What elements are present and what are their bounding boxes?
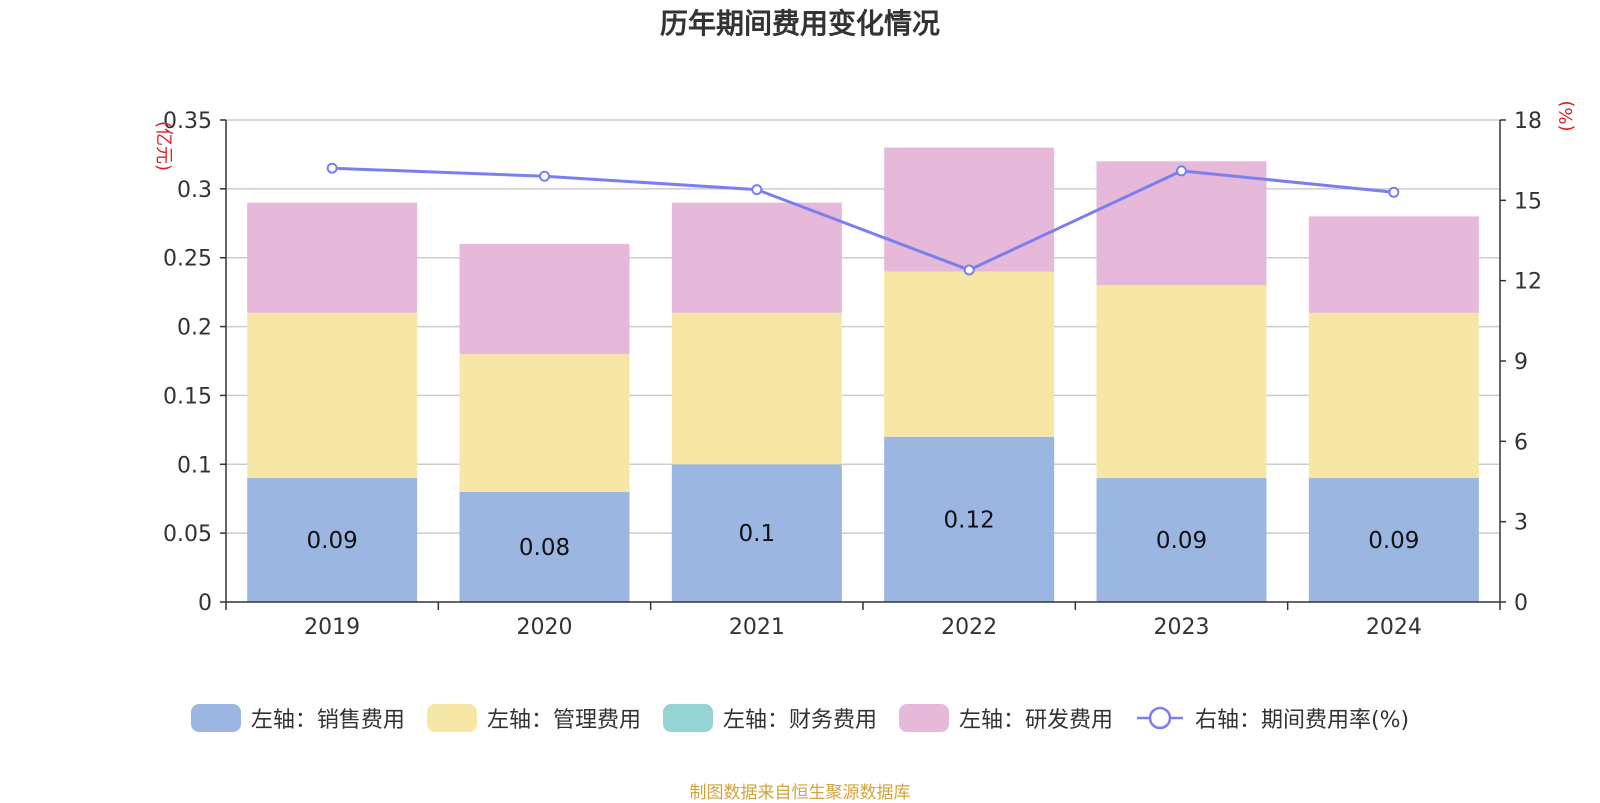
bar-segment xyxy=(459,354,630,492)
legend: 左轴：销售费用 左轴：管理费用 左轴：财务费用 左轴：研发费用 右轴：期间费用率(%) xyxy=(0,702,1600,734)
data-label: 0.1 xyxy=(739,521,776,547)
legend-item[interactable]: 左轴：管理费用 xyxy=(426,702,641,734)
right-axis-tick-label: 9 xyxy=(1514,350,1528,375)
bar-segment xyxy=(671,202,842,313)
right-axis-tick-label: 18 xyxy=(1514,109,1542,134)
left-axis-tick-label: 0.3 xyxy=(177,178,212,203)
bar-segment xyxy=(1308,216,1479,313)
bar-segment xyxy=(884,436,1055,602)
legend-label: 左轴：研发费用 xyxy=(958,708,1113,733)
rate-point xyxy=(963,264,975,276)
bar-segment xyxy=(671,464,842,602)
bar-segment xyxy=(1308,478,1479,602)
rate-point xyxy=(539,170,550,182)
bar-segment xyxy=(247,202,418,313)
bar-segment xyxy=(247,312,418,479)
bar-segment xyxy=(884,147,1055,272)
rate-line-path xyxy=(332,166,1394,272)
rate-point xyxy=(1388,186,1400,198)
x-axis-tick-label: 2019 xyxy=(304,615,360,640)
rate-line xyxy=(326,162,1400,276)
bar-segment xyxy=(1096,161,1267,286)
data-label: 0.09 xyxy=(1156,528,1207,554)
data-label: 0.09 xyxy=(307,528,358,554)
right-axis-tick-label: 0 xyxy=(1514,591,1528,616)
right-axis-tick-label: 3 xyxy=(1514,511,1528,536)
legend-line-swatch xyxy=(1136,706,1183,730)
bar-segment xyxy=(1096,285,1267,479)
x-axis-tick-label: 2023 xyxy=(1154,615,1210,640)
axes: 0 0.05 0.1 0.15 0.2 0.25 0.3 0.35 0 3 6 9 12 15 18 (亿元)… xyxy=(153,100,1577,640)
legend-label: 左轴：财务费用 xyxy=(722,708,877,733)
bar-segment xyxy=(671,312,842,465)
x-axis-tick-label: 2021 xyxy=(729,615,785,640)
data-label: 0.08 xyxy=(519,535,570,561)
bar-segment xyxy=(884,271,1055,437)
left-axis-tick-label: 0.35 xyxy=(163,109,212,134)
left-axis-unit-label: (亿元) xyxy=(153,121,174,171)
left-axis-tick-label: 0.05 xyxy=(163,522,212,547)
bar-segment xyxy=(459,491,630,602)
chart-plot: 0 0.05 0.1 0.15 0.2 0.25 0.3 0.35 0 3 6 9 12 15 18 (亿元)… xyxy=(153,100,1577,640)
bar-stacks xyxy=(247,147,1479,602)
data-labels: 0.09 0.08 0.1 0.12 0.09 0.09 xyxy=(307,507,1420,561)
rate-point xyxy=(751,184,763,196)
legend-item[interactable]: 左轴：研发费用 xyxy=(898,702,1113,734)
right-axis-unit-label: (%) xyxy=(1556,100,1577,131)
data-label: 0.09 xyxy=(1368,528,1419,554)
bar-segment xyxy=(1308,312,1479,479)
source-note: 制图数据来自恒生聚源数据库 xyxy=(689,783,911,803)
left-axis-tick-label: 0.25 xyxy=(163,247,212,272)
legend-swatch xyxy=(426,704,477,732)
grid-lines xyxy=(226,119,1500,534)
left-axis-tick-label: 0.15 xyxy=(163,384,212,409)
legend-swatch xyxy=(662,704,713,732)
legend-item[interactable]: 左轴：销售费用 xyxy=(190,702,405,734)
legend-label: 左轴：管理费用 xyxy=(486,708,641,733)
rate-point xyxy=(326,162,338,174)
right-axis-tick-label: 6 xyxy=(1514,430,1528,455)
left-axis-tick-label: 0 xyxy=(198,591,212,616)
bar-segment xyxy=(1096,478,1267,602)
chart-title: 历年期间费用变化情况 xyxy=(659,7,940,40)
legend-item[interactable]: 右轴：期间费用率(%) xyxy=(1135,702,1409,734)
bar-segment xyxy=(459,243,630,355)
x-axis-tick-label: 2020 xyxy=(517,615,573,640)
right-axis-tick-label: 12 xyxy=(1514,270,1542,295)
rate-point xyxy=(1176,165,1187,177)
legend-item[interactable]: 左轴：财务费用 xyxy=(662,702,877,734)
legend-swatch xyxy=(190,704,241,732)
legend-label: 右轴：期间费用率(%) xyxy=(1194,708,1410,733)
x-axis-tick-label: 2024 xyxy=(1366,615,1422,640)
legend-swatch xyxy=(898,704,949,732)
data-label: 0.12 xyxy=(944,507,995,533)
left-axis-tick-label: 0.2 xyxy=(177,316,212,341)
x-axis-tick-label: 2022 xyxy=(941,615,997,640)
left-axis-tick-label: 0.1 xyxy=(177,453,212,478)
bar-segment xyxy=(247,478,418,602)
legend-label: 左轴：销售费用 xyxy=(250,708,405,733)
right-axis-tick-label: 15 xyxy=(1514,189,1542,214)
